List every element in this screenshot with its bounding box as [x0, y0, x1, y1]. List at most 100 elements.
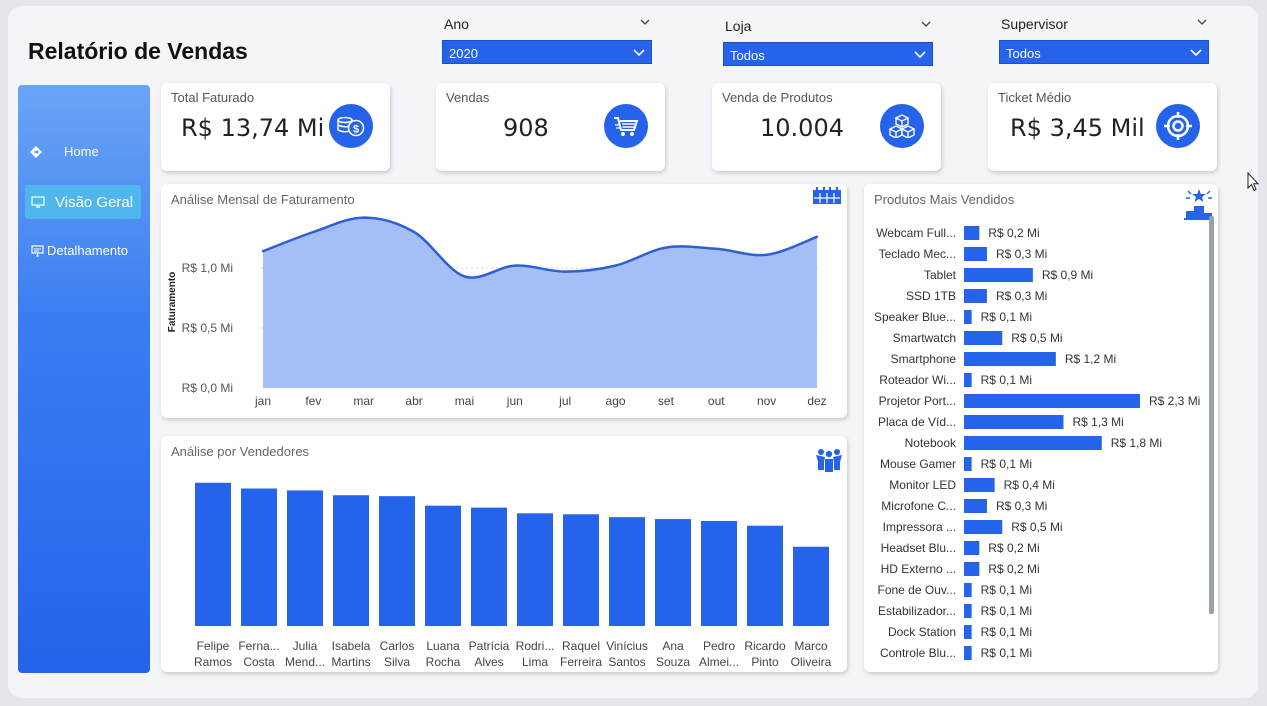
- kpi-value: 10.004: [760, 114, 844, 142]
- bar: [964, 226, 980, 240]
- bar: [747, 525, 783, 626]
- x-tick-label: Felipe: [197, 639, 230, 653]
- category-label: Mouse Gamer: [880, 457, 956, 471]
- data-label: R$ 1,8 Mi: [1111, 436, 1162, 450]
- sidebar-item-label: Detalhamento: [47, 243, 128, 258]
- kpi-card-total-faturado: Total Faturado R$ 13,74 Mi $: [161, 83, 390, 171]
- bar: [287, 490, 323, 626]
- category-label: Dock Station: [888, 625, 956, 639]
- sidebar-item-detalhamento[interactable]: Detalhamento: [31, 243, 128, 258]
- x-tick-label: Isabela: [332, 639, 371, 653]
- category-label: Smartwatch: [893, 331, 956, 345]
- data-point: [312, 230, 315, 234]
- x-tick-label: Costa: [243, 655, 275, 669]
- data-label: R$ 0,5 Mi: [1011, 331, 1062, 345]
- chart-title: Análise por Vendedores: [171, 444, 310, 459]
- svg-text:$: $: [353, 124, 359, 136]
- bar: [964, 625, 972, 639]
- x-tick-label: jan: [254, 394, 271, 408]
- chevron-down-icon[interactable]: [640, 17, 650, 27]
- bar: [964, 499, 987, 513]
- bar: [195, 482, 231, 626]
- kpi-value: R$ 3,45 Mil: [1010, 114, 1145, 142]
- chart-title: Análise Mensal de Faturamento: [171, 192, 355, 207]
- x-tick-label: mar: [353, 394, 374, 408]
- data-label: R$ 0,2 Mi: [988, 226, 1039, 240]
- page-title: Relatório de Vendas: [28, 38, 248, 64]
- x-tick-label: Oliveira: [791, 655, 832, 669]
- y-tick-label: R$ 0,5 Mi: [182, 321, 233, 335]
- bar: [964, 268, 1033, 282]
- data-point: [664, 246, 668, 249]
- x-tick-label: Pinto: [751, 655, 779, 669]
- x-tick-label: out: [708, 394, 725, 408]
- data-label: R$ 0,4 Mi: [1004, 478, 1055, 492]
- filter-supervisor-select[interactable]: Todos: [999, 40, 1209, 64]
- bar: [964, 352, 1056, 366]
- sellers-chart-card: Análise por Vendedores Felipe Ramos Ferna.…: [161, 436, 847, 672]
- category-label: Webcam Full...: [876, 226, 956, 240]
- category-label: Estabilizador...: [878, 604, 956, 618]
- filter-loja-select[interactable]: Todos: [723, 42, 933, 66]
- bar: [655, 519, 691, 626]
- data-point: [362, 216, 365, 219]
- y-tick-label: R$ 0,0 Mi: [182, 381, 233, 395]
- monthly-revenue-chart-card: Análise Mensal de Faturamento R$ 0,0 Mi R…: [161, 184, 847, 418]
- x-tick-label: Souza: [656, 655, 690, 669]
- data-point: [261, 250, 265, 253]
- boxes-icon: [880, 104, 924, 148]
- x-tick-label: Marco: [794, 639, 828, 653]
- x-tick-label: Ferna...: [238, 639, 279, 653]
- category-label: Fone de Ouv...: [878, 583, 957, 597]
- bar: [333, 495, 369, 626]
- chevron-down-icon: [633, 49, 645, 57]
- x-tick-label: ago: [606, 394, 626, 408]
- top-products-chart-card: Produtos Mais Vendidos Webcam Full... R$ …: [864, 184, 1218, 672]
- data-label: R$ 0,9 Mi: [1042, 268, 1093, 282]
- data-label: R$ 0,1 Mi: [981, 625, 1032, 639]
- x-tick-label: Martins: [331, 655, 370, 669]
- data-label: R$ 0,1 Mi: [981, 310, 1032, 324]
- x-tick-label: Raquel: [562, 639, 600, 653]
- bar: [701, 520, 737, 626]
- bar: [964, 520, 1003, 534]
- bar: [964, 247, 987, 261]
- data-label: R$ 2,3 Mi: [1149, 394, 1200, 408]
- data-point: [815, 235, 819, 238]
- kpi-card-vendas: Vendas 908: [436, 83, 665, 171]
- x-tick-label: Mend...: [285, 655, 325, 669]
- chevron-down-icon[interactable]: [1197, 17, 1207, 27]
- x-tick-label: jun: [506, 394, 523, 408]
- x-tick-label: Ana: [662, 639, 684, 653]
- data-point: [412, 230, 416, 234]
- y-tick-label: R$ 1,0 Mi: [182, 261, 233, 275]
- chevron-down-icon: [914, 51, 926, 59]
- chevron-down-icon[interactable]: [921, 19, 931, 29]
- y-axis-label: Faturamento: [167, 272, 178, 333]
- sidebar-item-visao-geral[interactable]: Visão Geral: [25, 185, 141, 219]
- category-label: Projetor Port...: [879, 394, 956, 408]
- series-line: [262, 216, 818, 279]
- kpi-card-venda-produtos: Venda de Produtos 10.004: [712, 83, 941, 171]
- filter-ano[interactable]: Ano 2020: [442, 16, 654, 66]
- filter-supervisor[interactable]: Supervisor Todos: [999, 16, 1211, 66]
- sidebar-item-label: Home: [64, 144, 99, 159]
- x-tick-label: mai: [455, 394, 474, 408]
- monitor-icon: [31, 196, 45, 208]
- filter-ano-select[interactable]: 2020: [442, 40, 652, 64]
- category-label: HD Externo ...: [881, 562, 956, 576]
- data-point: [614, 264, 617, 267]
- kpi-card-ticket-medio: Ticket Médio R$ 3,45 Mil: [988, 83, 1217, 171]
- x-tick-label: Ricardo: [744, 639, 786, 653]
- category-label: Speaker Blue...: [874, 310, 956, 324]
- sidebar-item-home[interactable]: Home: [30, 144, 99, 159]
- data-point: [765, 253, 768, 256]
- data-label: R$ 0,5 Mi: [1011, 520, 1062, 534]
- scrollbar[interactable]: [1209, 216, 1214, 614]
- bar: [964, 562, 980, 576]
- category-label: Monitor LED: [889, 478, 956, 492]
- bar: [964, 604, 972, 618]
- filter-loja[interactable]: Loja Todos: [723, 18, 935, 68]
- bar: [563, 514, 599, 626]
- category-label: Headset Blu...: [881, 541, 956, 555]
